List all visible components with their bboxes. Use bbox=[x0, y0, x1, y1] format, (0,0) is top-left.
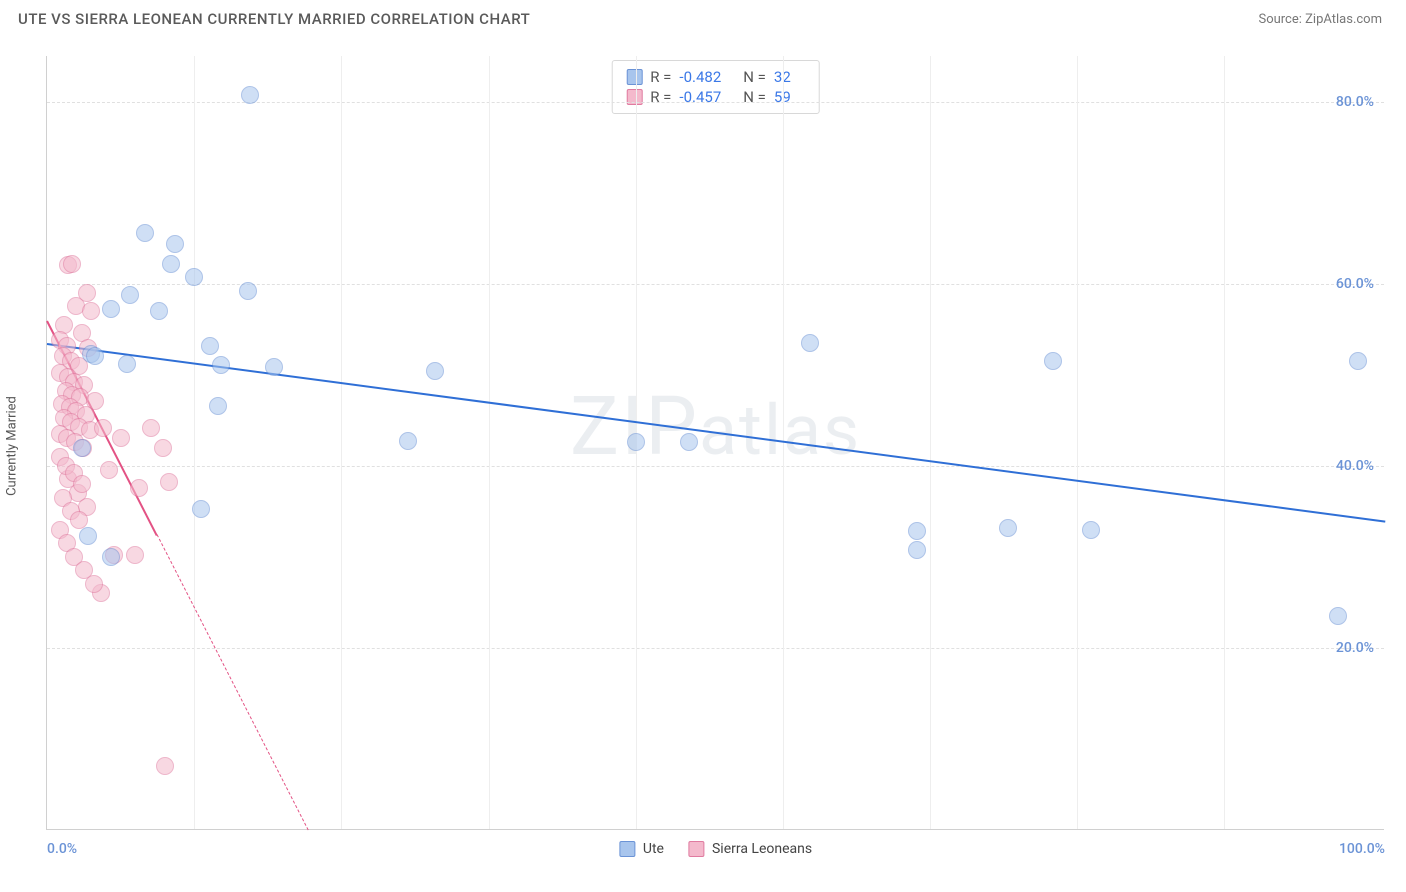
data-point-ute bbox=[102, 300, 120, 318]
data-point-sierra-leoneans bbox=[63, 255, 81, 273]
data-point-ute bbox=[73, 439, 91, 457]
data-point-sierra-leoneans bbox=[156, 757, 174, 775]
chart-title: UTE VS SIERRA LEONEAN CURRENTLY MARRIED … bbox=[18, 10, 530, 28]
trend-line-ute bbox=[47, 343, 1385, 523]
data-point-sierra-leoneans bbox=[160, 473, 178, 491]
gridline-vertical bbox=[1077, 56, 1078, 829]
data-point-ute bbox=[150, 302, 168, 320]
data-point-ute bbox=[908, 522, 926, 540]
n-label: N = bbox=[743, 88, 766, 106]
legend-label: Sierra Leoneans bbox=[712, 841, 812, 857]
scatter-chart: ZIPatlas R =-0.482N =32R =-0.457N =59 Ut… bbox=[46, 56, 1384, 830]
n-label: N = bbox=[743, 68, 766, 86]
data-point-ute bbox=[162, 255, 180, 273]
data-point-ute bbox=[241, 86, 259, 104]
legend-item-ute: Ute bbox=[619, 841, 664, 857]
data-point-ute bbox=[209, 397, 227, 415]
gridline-vertical bbox=[194, 56, 195, 829]
legend-swatch bbox=[626, 89, 642, 105]
data-point-sierra-leoneans bbox=[94, 419, 112, 437]
data-point-ute bbox=[908, 541, 926, 559]
source-label: Source: ZipAtlas.com bbox=[1258, 12, 1382, 27]
data-point-sierra-leoneans bbox=[142, 419, 160, 437]
data-point-ute bbox=[1349, 352, 1367, 370]
legend-swatch bbox=[626, 69, 642, 85]
data-point-ute bbox=[185, 268, 203, 286]
data-point-ute bbox=[192, 500, 210, 518]
data-point-sierra-leoneans bbox=[85, 575, 103, 593]
data-point-ute bbox=[1044, 352, 1062, 370]
watermark: ZIPatlas bbox=[570, 379, 861, 475]
y-tick-label: 80.0% bbox=[1336, 94, 1374, 110]
legend-swatch bbox=[619, 841, 635, 857]
data-point-ute bbox=[399, 432, 417, 450]
r-value: -0.482 bbox=[679, 68, 721, 86]
y-tick-label: 40.0% bbox=[1336, 458, 1374, 474]
y-axis-label: Currently Married bbox=[5, 396, 20, 496]
data-point-ute bbox=[680, 433, 698, 451]
legend-swatch bbox=[688, 841, 704, 857]
data-point-ute bbox=[999, 519, 1017, 537]
data-point-sierra-leoneans bbox=[126, 546, 144, 564]
x-tick-label: 0.0% bbox=[47, 841, 77, 857]
data-point-ute bbox=[239, 282, 257, 300]
y-tick-label: 20.0% bbox=[1336, 640, 1374, 656]
gridline-horizontal bbox=[47, 466, 1384, 467]
series-legend: Ute Sierra Leoneans bbox=[619, 841, 812, 857]
gridline-horizontal bbox=[47, 648, 1384, 649]
gridline-vertical bbox=[1224, 56, 1225, 829]
data-point-sierra-leoneans bbox=[73, 475, 91, 493]
gridline-vertical bbox=[930, 56, 931, 829]
data-point-ute bbox=[201, 337, 219, 355]
legend-label: Ute bbox=[643, 841, 664, 857]
data-point-ute bbox=[426, 362, 444, 380]
trend-line-sierra-leoneans-dashed bbox=[156, 535, 308, 831]
data-point-ute bbox=[166, 235, 184, 253]
gridline-vertical bbox=[341, 56, 342, 829]
correlation-row-sierra-leoneans: R =-0.457N =59 bbox=[626, 87, 805, 107]
data-point-ute bbox=[79, 527, 97, 545]
chart-header: UTE VS SIERRA LEONEAN CURRENTLY MARRIED … bbox=[0, 0, 1406, 34]
data-point-sierra-leoneans bbox=[112, 429, 130, 447]
correlation-row-ute: R =-0.482N =32 bbox=[626, 67, 805, 87]
data-point-ute bbox=[212, 356, 230, 374]
r-label: R = bbox=[650, 88, 671, 106]
gridline-vertical bbox=[489, 56, 490, 829]
r-value: -0.457 bbox=[679, 88, 721, 106]
data-point-ute bbox=[265, 358, 283, 376]
data-point-ute bbox=[627, 433, 645, 451]
data-point-ute bbox=[86, 347, 104, 365]
data-point-ute bbox=[1082, 521, 1100, 539]
data-point-sierra-leoneans bbox=[154, 439, 172, 457]
legend-item-sierra-leoneans: Sierra Leoneans bbox=[688, 841, 812, 857]
data-point-ute bbox=[102, 548, 120, 566]
y-tick-label: 60.0% bbox=[1336, 276, 1374, 292]
data-point-sierra-leoneans bbox=[130, 479, 148, 497]
x-tick-label: 100.0% bbox=[1339, 841, 1385, 857]
data-point-ute bbox=[121, 286, 139, 304]
data-point-sierra-leoneans bbox=[100, 461, 118, 479]
correlation-legend: R =-0.482N =32R =-0.457N =59 bbox=[611, 60, 820, 114]
r-label: R = bbox=[650, 68, 671, 86]
data-point-ute bbox=[118, 355, 136, 373]
data-point-ute bbox=[136, 224, 154, 242]
data-point-ute bbox=[1329, 607, 1347, 625]
data-point-ute bbox=[801, 334, 819, 352]
data-point-sierra-leoneans bbox=[82, 302, 100, 320]
